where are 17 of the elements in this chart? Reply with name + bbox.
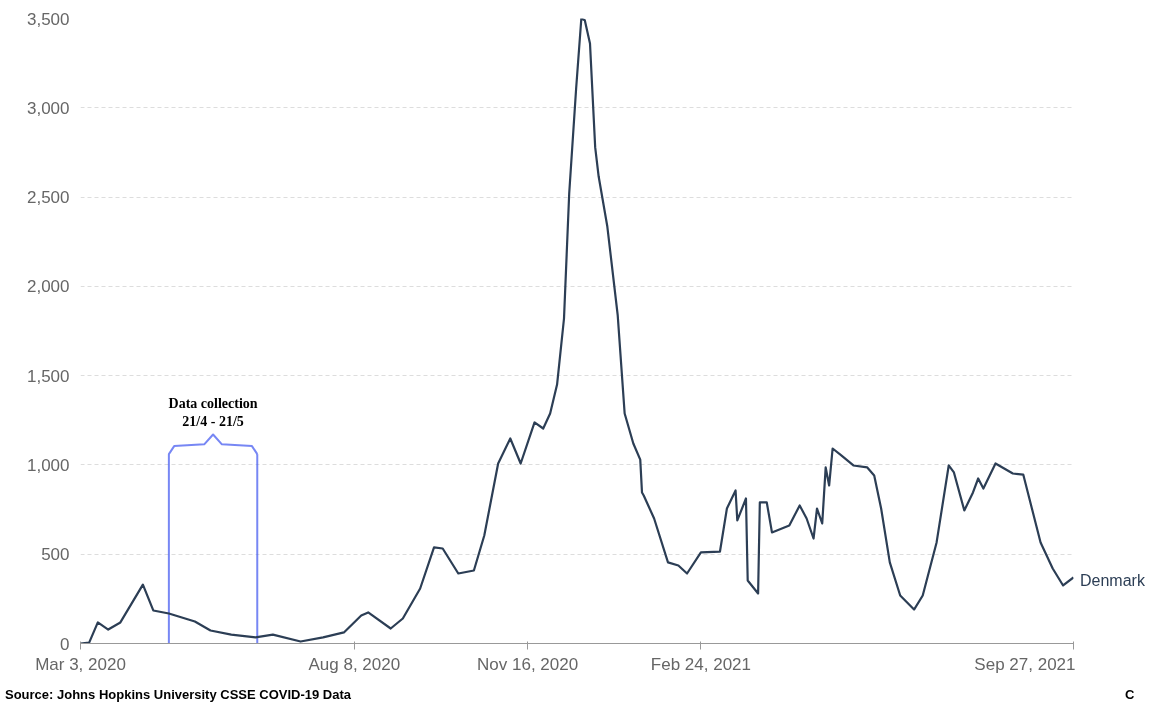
series-label: Denmark xyxy=(1080,571,1145,591)
x-tick-label: Mar 3, 2020 xyxy=(35,654,126,674)
x-tick-label: Nov 16, 2020 xyxy=(477,654,579,674)
y-tick-label: 1,500 xyxy=(26,366,70,386)
x-tick-label: Aug 8, 2020 xyxy=(308,654,401,674)
y-tick-label: 3,000 xyxy=(26,98,70,118)
y-tick-label: 1,000 xyxy=(26,455,70,475)
x-tick-label: Feb 24, 2021 xyxy=(650,654,752,674)
text: C xyxy=(1125,686,1135,704)
y-tick-label: 3,500 xyxy=(26,9,70,29)
y-tick-label: 2,000 xyxy=(26,277,70,297)
y-tick-label: 2,500 xyxy=(26,188,70,208)
x-tick-label: Sep 27, 2021 xyxy=(974,654,1076,674)
y-tick-label: 500 xyxy=(41,545,70,565)
annotation: Data collection 21/4 - 21/5 xyxy=(168,396,258,430)
y-tick-label: 0 xyxy=(60,634,70,654)
source-note: Source: Johns Hopkins University CSSE COVID-19 Data xyxy=(5,686,352,704)
